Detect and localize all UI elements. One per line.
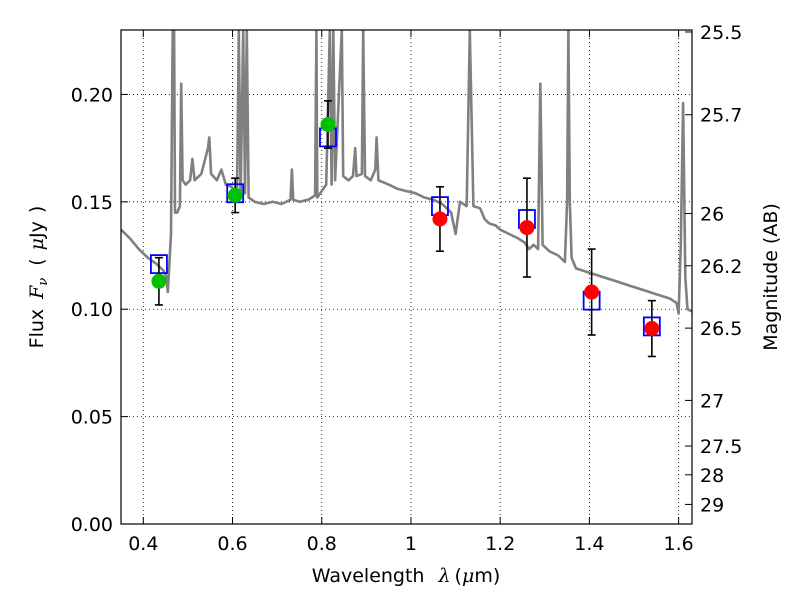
x-tick-label: 0.4: [128, 533, 158, 555]
x-tick-label: 0.6: [217, 533, 247, 555]
observed-point-green: [320, 117, 336, 133]
y2-tick-label: 26: [700, 204, 724, 226]
y2-axis-label: Magnitude (AB): [760, 203, 782, 351]
y2-tick-label: 29: [700, 494, 724, 516]
x-tick-label: 0.8: [307, 533, 337, 555]
x-tick-label: 1.4: [574, 533, 604, 555]
y2-tick-label: 25.5: [700, 22, 742, 44]
model-spectrum-line: [121, 30, 692, 315]
y2-tick-label: 26.5: [700, 318, 742, 340]
observed-point-green: [227, 187, 243, 203]
y2-tick-label: 26.2: [700, 256, 742, 278]
observed-point-green: [151, 273, 167, 289]
y-tick-label: 0.00: [71, 514, 113, 536]
y-tick-label: 0.15: [71, 192, 113, 214]
y-tick-label: 0.20: [71, 84, 113, 106]
observed-point-red: [432, 211, 448, 227]
observed-point-red: [519, 220, 535, 236]
model-spectrum-layer: [121, 30, 692, 315]
x-tick-label: 1: [405, 533, 417, 555]
y-tick-label: 0.10: [71, 299, 113, 321]
y-tick-label: 0.05: [71, 407, 113, 429]
plot-frame: [120, 29, 693, 525]
observed-point-red: [584, 284, 600, 300]
x-tick-label: 1.6: [664, 533, 694, 555]
y2-tick-label: 25.7: [700, 105, 742, 127]
x-tick-label: 1.2: [485, 533, 515, 555]
observed-point-layer: [151, 117, 660, 337]
y2-tick-label: 27.5: [700, 436, 742, 458]
observed-point-red: [644, 321, 660, 337]
y2-tick-label: 28: [700, 465, 724, 487]
y-axis-label: FluxFν(μJy): [26, 206, 51, 349]
x-axis-label: Wavelength λ (μm): [312, 565, 500, 587]
y2-tick-label: 27: [700, 390, 724, 412]
tick-layer: 0.4 0.6 0.8 1 1.2 1.4 1.6 0.00 0.05 0.10 0.15 0.20 2…: [71, 22, 743, 555]
